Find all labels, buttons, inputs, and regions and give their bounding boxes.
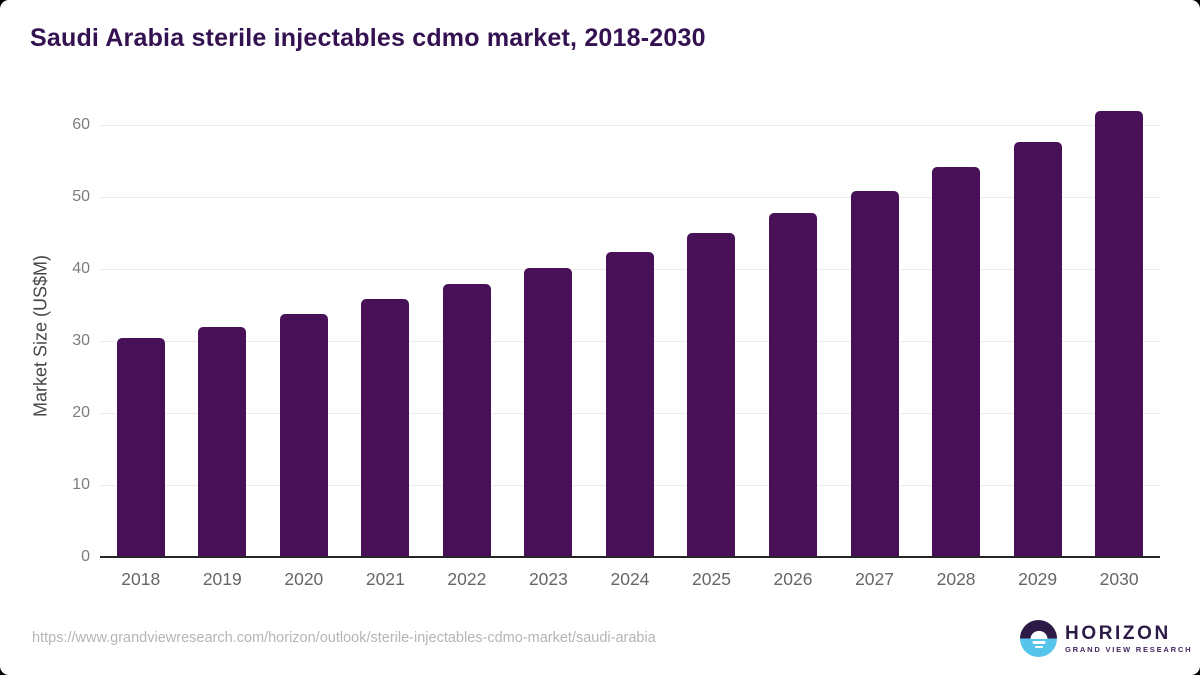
source-url: https://www.grandviewresearch.com/horizo… — [32, 630, 656, 646]
x-tick-label-2024: 2024 — [610, 569, 650, 589]
bar-2018 — [116, 338, 165, 557]
bar-slot-2023 — [508, 125, 590, 557]
bar-2025 — [687, 233, 736, 557]
y-axis-tick-labels: 0 10 20 30 40 50 60 — [0, 116, 90, 565]
x-tick-label-2028: 2028 — [936, 569, 976, 589]
bar-2029 — [1013, 141, 1062, 557]
x-tick-label-2021: 2021 — [365, 569, 405, 589]
bar-2030 — [1095, 111, 1144, 557]
x-tick-label-2026: 2026 — [773, 569, 813, 589]
sun-glyph — [1030, 630, 1047, 639]
wave-glyph — [1034, 645, 1043, 648]
x-tick-label-2022: 2022 — [447, 569, 487, 589]
bars-container — [100, 111, 1160, 557]
horizon-sunrise-logo-icon — [1020, 620, 1057, 657]
gridline-60 — [100, 124, 1160, 126]
chart-title: Saudi Arabia sterile injectables cdmo ma… — [30, 24, 706, 52]
y-tick-label-0: 0 — [81, 548, 90, 565]
bar-2023 — [524, 268, 573, 557]
bar-slot-2025 — [671, 125, 753, 557]
y-tick-label-40: 40 — [72, 260, 90, 277]
logo-brand-name: HORIZON — [1065, 622, 1171, 644]
y-tick-label-20: 20 — [72, 404, 90, 421]
bar-slot-2022 — [426, 125, 508, 557]
y-tick-label-10: 10 — [72, 476, 90, 493]
bar-2027 — [850, 190, 899, 557]
bar-slot-2019 — [182, 125, 264, 557]
bar-slot-2030 — [1078, 111, 1160, 557]
bar-slot-2021 — [345, 125, 427, 557]
y-tick-label-60: 60 — [72, 116, 90, 133]
bar-slot-2026 — [752, 125, 834, 557]
bar-slot-2027 — [834, 125, 916, 557]
bar-chart-plot — [100, 111, 1160, 558]
bar-2026 — [769, 212, 818, 557]
bar-2019 — [198, 326, 247, 557]
x-tick-label-2025: 2025 — [692, 569, 731, 589]
bar-slot-2024 — [589, 125, 671, 557]
gridline-50 — [100, 196, 1160, 198]
brand-logo: HORIZON GRAND VIEW RESEARCH — [1020, 620, 1192, 657]
y-tick-label-50: 50 — [72, 188, 90, 205]
x-tick-label-2018: 2018 — [121, 569, 161, 589]
bar-2020 — [279, 313, 328, 557]
x-tick-label-2019: 2019 — [202, 569, 242, 589]
bar-slot-2029 — [997, 125, 1079, 557]
x-axis-line — [100, 556, 1160, 558]
bar-2024 — [605, 251, 654, 557]
bar-2022 — [442, 284, 491, 557]
y-tick-label-30: 30 — [72, 332, 90, 349]
x-tick-label-2020: 2020 — [284, 569, 324, 589]
x-tick-label-2029: 2029 — [1018, 569, 1058, 589]
bar-slot-2018 — [100, 125, 182, 557]
x-axis-tick-labels: 2018 2019 2020 2021 2022 2023 2024 2025 2026 2027… — [100, 569, 1160, 590]
logo-subbrand-name: GRAND VIEW RESEARCH — [1065, 644, 1193, 654]
bar-2021 — [361, 298, 410, 557]
bar-slot-2020 — [263, 125, 345, 557]
bar-slot-2028 — [915, 125, 997, 557]
x-tick-label-2023: 2023 — [528, 569, 568, 589]
x-tick-label-2027: 2027 — [855, 569, 895, 589]
wave-glyph — [1032, 641, 1045, 644]
bar-2028 — [932, 166, 981, 557]
x-tick-label-2030: 2030 — [1099, 569, 1139, 589]
logo-text: HORIZON GRAND VIEW RESEARCH — [1065, 622, 1193, 654]
